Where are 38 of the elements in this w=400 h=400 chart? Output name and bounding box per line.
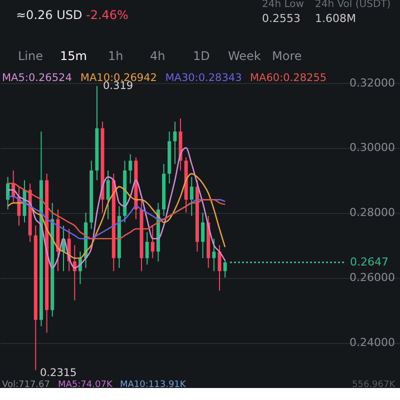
text: MA60:0.28255: [250, 72, 327, 84]
y-tick-label: 0.30000: [350, 141, 395, 154]
annotation: 0.2315: [40, 367, 77, 379]
ref-line-label: 0.2647: [350, 255, 388, 268]
annotation: MA5:74.07K: [58, 380, 114, 390]
annotation: 1D: [193, 49, 210, 63]
annotation: 556.967K: [352, 380, 396, 390]
annotation: 1.608M: [315, 12, 356, 25]
annotation: Line: [18, 49, 44, 63]
y-tick-label: 0.28000: [350, 206, 395, 220]
candlestick: [150, 225, 154, 259]
annotation: 0.319: [103, 80, 134, 92]
candlestick: [201, 212, 205, 259]
annotation: Vol:717.67: [2, 380, 50, 390]
candlestick: [218, 244, 222, 292]
text: MA30:0.28343: [165, 72, 242, 84]
y-tick-label: 0.24000: [350, 336, 395, 350]
annotation: More: [272, 49, 302, 63]
annotation: 4h: [150, 49, 166, 63]
y-tick-label: 0.26000: [350, 271, 395, 284]
candlestick: [6, 176, 10, 210]
line-series: [7, 182, 226, 240]
annotation: Week: [228, 49, 261, 63]
annotation: 15m: [60, 49, 87, 63]
y-tick-label: 0.32000: [350, 76, 395, 90]
candlestick: [128, 154, 132, 184]
annotation: ≈0.26 USD: [16, 8, 82, 22]
candlestick: [145, 232, 149, 266]
candlestick: [223, 259, 227, 278]
annotation: -2.46%: [86, 8, 128, 22]
annotation: MA10:113.91K: [120, 380, 187, 390]
annotation: 0.2553: [262, 12, 300, 25]
text: MA5:0.26524: [2, 72, 72, 84]
candlestick: [106, 170, 110, 220]
candlestick: [212, 238, 216, 272]
candlestick: [173, 121, 177, 164]
annotation: 1h: [108, 49, 124, 63]
candlestick: [190, 176, 194, 216]
